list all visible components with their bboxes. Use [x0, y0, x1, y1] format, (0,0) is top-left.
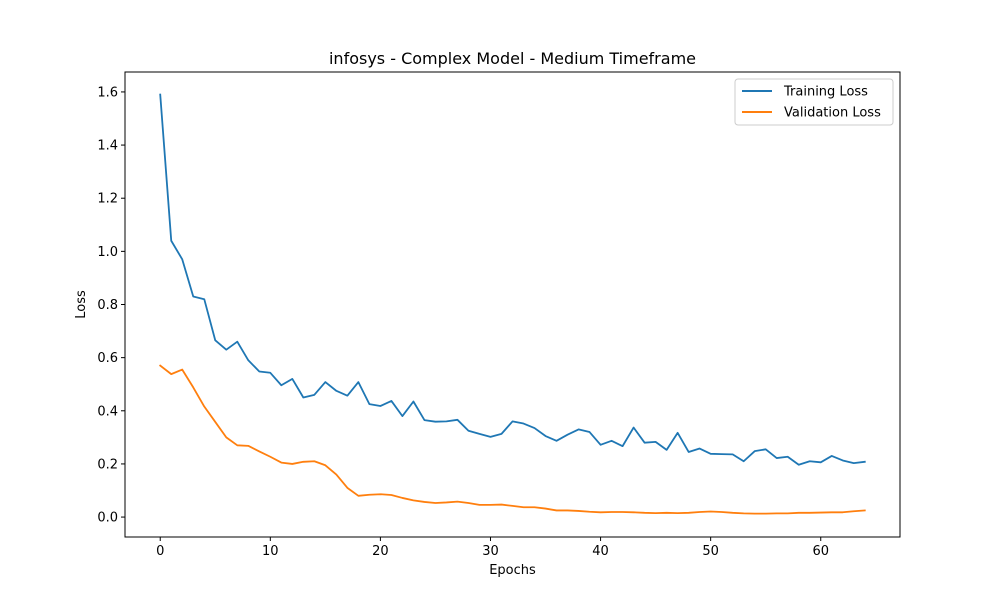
y-tick-label: 1.2	[97, 192, 118, 207]
series-line-training-loss	[159, 93, 866, 466]
x-tick-label: 0	[156, 544, 164, 559]
series-layer	[158, 93, 866, 515]
y-tick-label: 0.0	[97, 511, 118, 526]
legend-label-validation-loss: Validation Loss	[784, 106, 881, 121]
y-tick-label: 0.6	[97, 351, 118, 366]
legend-label-training-loss: Training Loss	[783, 85, 868, 100]
chart-title: infosys - Complex Model - Medium Timefra…	[329, 49, 696, 68]
y-tick-label: 0.8	[97, 298, 118, 313]
legend: Training Loss Validation Loss	[734, 78, 894, 126]
x-axis-label: Epochs	[489, 563, 536, 578]
y-axis: 0.0 0.2 0.4 0.6 0.8 1.0 1.2 1.4 1.6	[97, 85, 125, 526]
x-tick-label: 60	[812, 544, 829, 559]
legend-frame	[734, 78, 894, 126]
y-axis-label: Loss	[74, 290, 89, 319]
x-axis: 0 10 20 30 40 50 60	[156, 537, 829, 559]
y-tick-label: 0.2	[97, 457, 118, 472]
y-tick-label: 0.4	[97, 404, 118, 419]
series-line-validation-loss	[158, 364, 866, 515]
x-tick-label: 50	[702, 544, 719, 559]
x-tick-label: 40	[592, 544, 609, 559]
y-tick-label: 1.4	[97, 139, 118, 154]
x-tick-label: 10	[262, 544, 279, 559]
x-tick-label: 20	[372, 544, 389, 559]
x-tick-label: 30	[482, 544, 499, 559]
y-tick-label: 1.6	[97, 85, 118, 100]
y-tick-label: 1.0	[97, 245, 118, 260]
